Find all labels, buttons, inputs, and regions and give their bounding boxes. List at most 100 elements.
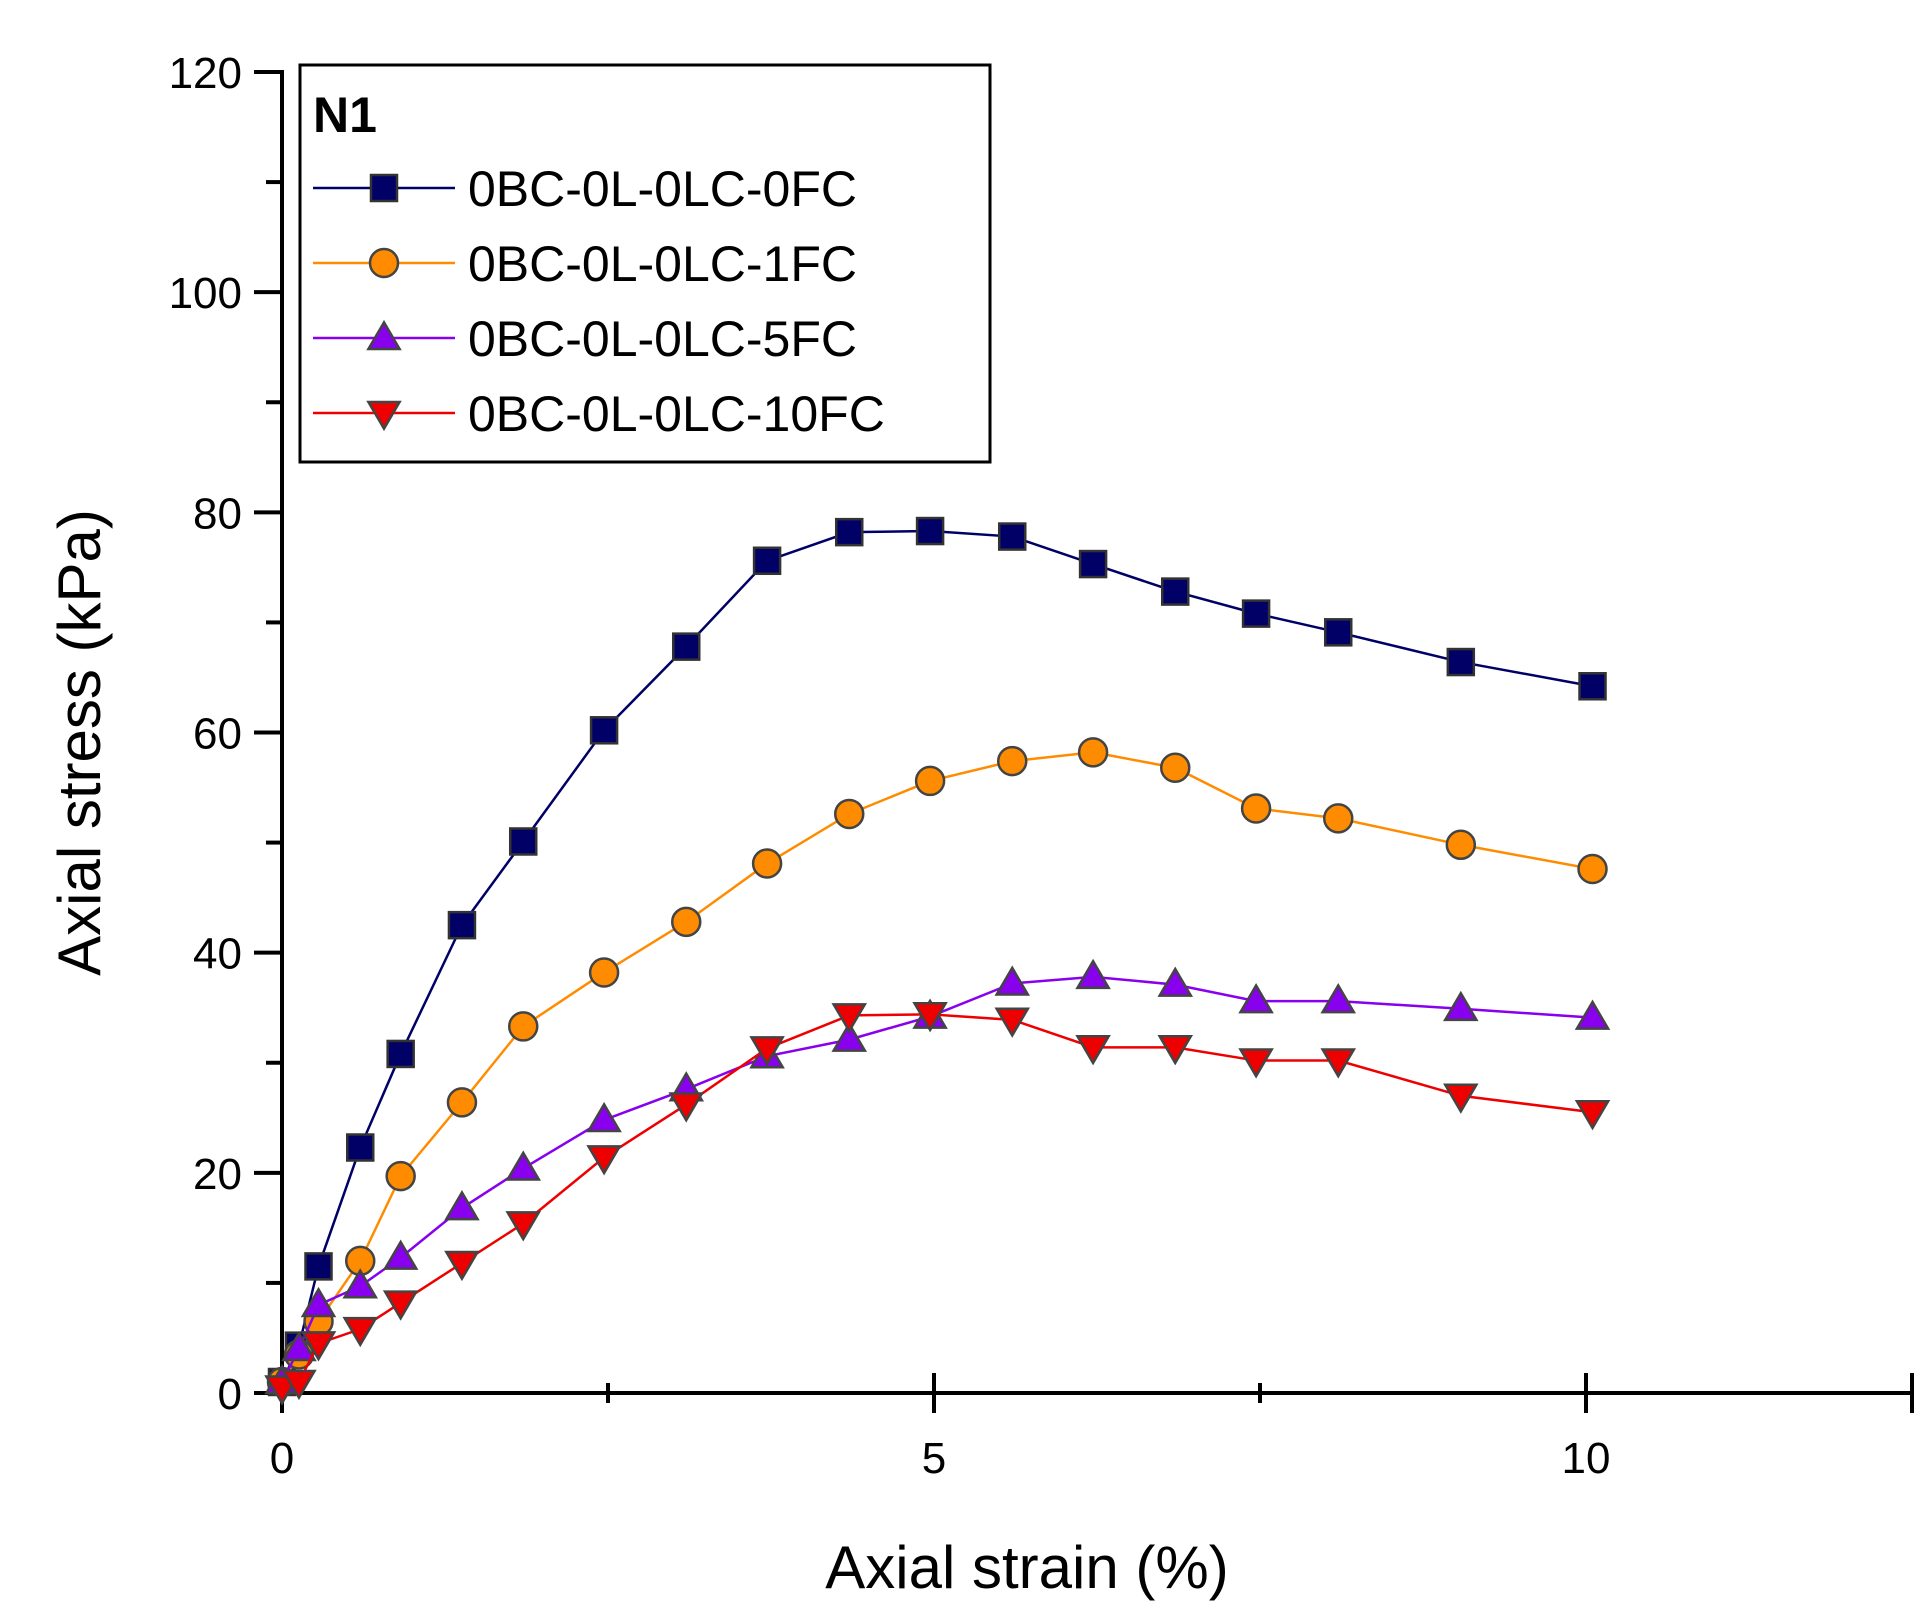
- data-point: [1075, 1035, 1111, 1066]
- data-point: [1446, 647, 1476, 677]
- y-tick-label: 20: [193, 1150, 242, 1199]
- data-point: [996, 745, 1028, 777]
- y-tick-label: 0: [218, 1370, 242, 1419]
- y-tick-label: 80: [193, 489, 242, 538]
- data-point: [300, 1286, 337, 1318]
- y-axis-title: Axial stress (kPa): [46, 509, 113, 976]
- data-point: [668, 1092, 705, 1123]
- x-tick-label: 5: [922, 1434, 946, 1483]
- data-point: [1320, 1048, 1357, 1079]
- data-point: [385, 1160, 416, 1192]
- data-point: [749, 1036, 785, 1067]
- data-point: [1578, 672, 1607, 701]
- data-point: [831, 1003, 868, 1034]
- data-point: [508, 827, 538, 856]
- y-tick-label: 120: [169, 49, 242, 98]
- legend-label: 0BC-0L-0LC-1FC: [468, 236, 857, 292]
- data-point: [589, 716, 619, 745]
- data-point: [586, 1101, 622, 1133]
- data-point: [1077, 737, 1109, 768]
- data-point: [1574, 999, 1611, 1030]
- data-point: [833, 798, 865, 830]
- legend-entry: 0BC-0L-0LC-0FC: [313, 161, 857, 217]
- data-point: [505, 1211, 542, 1242]
- data-point: [1320, 983, 1357, 1014]
- legend-title: N1: [313, 87, 377, 143]
- data-point: [915, 516, 945, 546]
- data-point: [994, 1007, 1031, 1038]
- data-point: [1159, 752, 1191, 783]
- legend: N1 0BC-0L-0LC-0FC 0BC-0L-0LC-1FC 0BC-0L-0L…: [298, 63, 992, 464]
- data-point: [1160, 577, 1190, 606]
- data-point: [444, 1189, 480, 1221]
- series-line: [280, 751, 1593, 1383]
- y-tick-label: 40: [193, 930, 242, 979]
- y-tick-label: 60: [193, 710, 242, 759]
- legend-marker: [368, 247, 400, 279]
- x-tick-label: 10: [1562, 1434, 1611, 1483]
- data-point: [914, 765, 946, 797]
- series-line: [280, 975, 1593, 1383]
- data-point: [994, 965, 1031, 996]
- ticks: 0 20 40 60 80 100 120 0 5 10: [169, 49, 1611, 1483]
- y-tick-label: 100: [169, 269, 242, 318]
- legend-entry: 0BC-0L-0LC-10FC: [313, 386, 885, 442]
- legend-marker: [366, 319, 402, 351]
- data-point: [751, 848, 783, 879]
- x-axis-title: Axial strain (%): [825, 1534, 1228, 1601]
- data-point: [507, 1011, 539, 1042]
- data-point: [444, 1250, 480, 1282]
- data-point: [1157, 966, 1194, 997]
- data-point: [1157, 1035, 1194, 1066]
- data-point: [447, 910, 477, 940]
- data-point: [834, 517, 864, 547]
- data-point: [1574, 1099, 1611, 1131]
- x-tick-label: 0: [270, 1434, 294, 1483]
- series-line: [280, 529, 1593, 1383]
- data-point: [912, 1002, 948, 1033]
- data-point: [386, 1039, 415, 1069]
- data-point: [342, 1316, 379, 1348]
- series-0BC-0L-0LC-1FC: [266, 737, 1608, 1398]
- data-point: [1322, 803, 1354, 834]
- data-point: [382, 1239, 419, 1270]
- data-point: [446, 1087, 478, 1118]
- data-point: [1238, 983, 1274, 1014]
- data-point: [671, 632, 701, 661]
- legend-label: 0BC-0L-0LC-5FC: [468, 311, 857, 367]
- legend-marker: [369, 173, 399, 203]
- data-point: [1445, 829, 1477, 861]
- data-point: [345, 1133, 375, 1162]
- data-point: [752, 546, 782, 576]
- data-point: [281, 1369, 317, 1401]
- data-point: [1443, 990, 1479, 1022]
- legend-marker: [366, 400, 402, 432]
- data-point: [1238, 1048, 1274, 1079]
- data-point: [505, 1150, 542, 1181]
- data-point: [382, 1290, 419, 1321]
- series: [264, 516, 1611, 1406]
- data-point: [304, 1252, 333, 1281]
- legend-entry: 0BC-0L-0LC-5FC: [313, 311, 857, 367]
- data-point: [1577, 853, 1608, 885]
- data-point: [1240, 793, 1272, 824]
- series-line: [281, 1013, 1593, 1389]
- data-point: [342, 1268, 379, 1299]
- data-point: [670, 906, 702, 938]
- series-0BC-0L-0LC-5FC: [264, 958, 1611, 1395]
- data-point: [1078, 549, 1108, 579]
- legend-label: 0BC-0L-0LC-10FC: [468, 386, 885, 442]
- data-point: [1241, 599, 1271, 628]
- data-point: [1323, 618, 1353, 647]
- data-point: [281, 1330, 317, 1362]
- legend-entry: 0BC-0L-0LC-1FC: [313, 236, 857, 292]
- legend-label: 0BC-0L-0LC-0FC: [468, 161, 857, 217]
- data-point: [997, 522, 1027, 551]
- data-point: [1075, 958, 1111, 990]
- data-point: [1443, 1083, 1479, 1114]
- data-point: [831, 1021, 868, 1052]
- data-point: [586, 1145, 622, 1176]
- data-point: [588, 957, 620, 988]
